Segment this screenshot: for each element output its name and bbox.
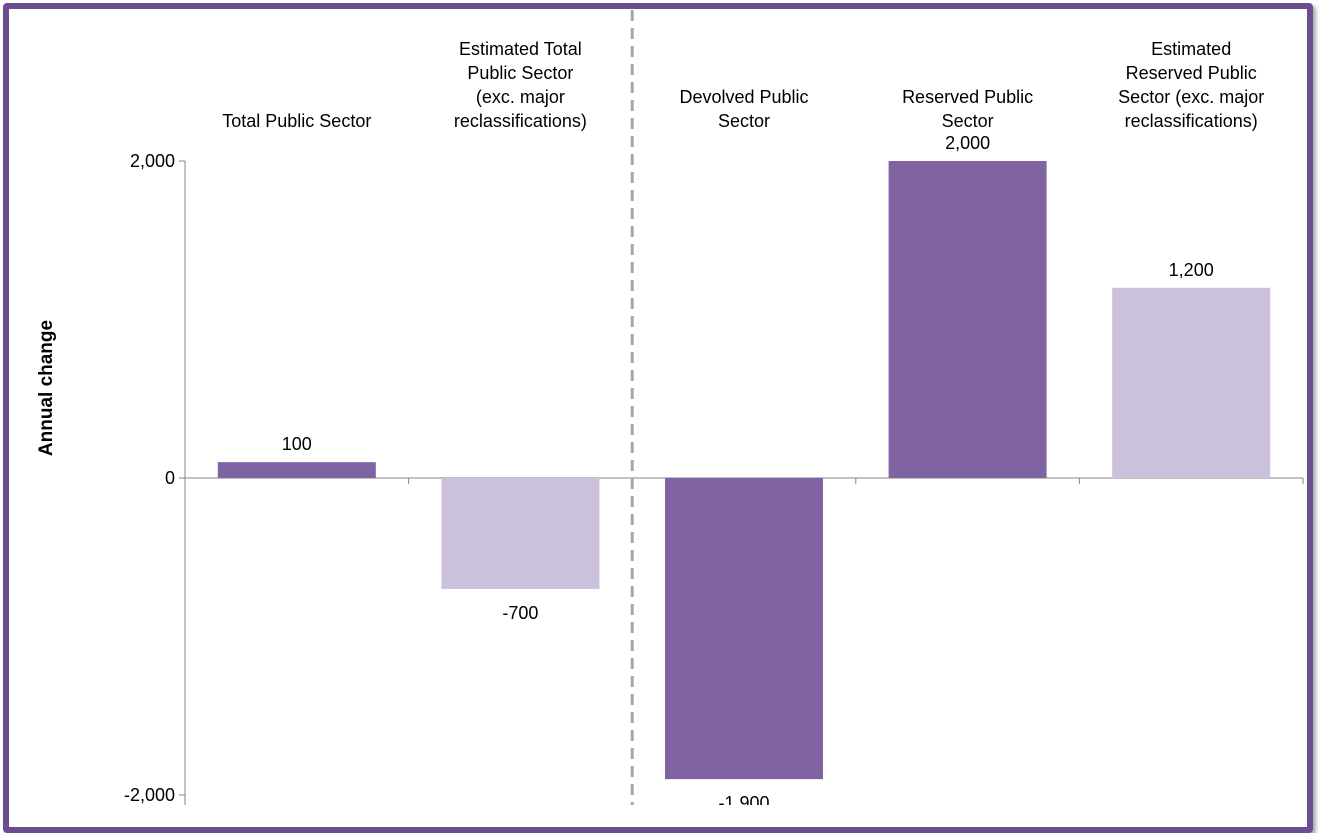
category-label: reclassifications) [1125,111,1258,131]
category-label: Total Public Sector [222,111,371,131]
y-axis-title: Annual change [36,320,57,456]
data-label: 2,000 [945,133,990,153]
bar [217,462,376,478]
bar [665,478,823,780]
bar [888,161,1047,478]
category-label: Sector [942,111,994,131]
data-label: -700 [502,603,538,623]
category-label: reclassifications) [454,111,587,131]
data-label: 1,200 [1169,260,1214,280]
category-label: Reserved Public [1126,63,1257,83]
category-label: Estimated [1151,39,1231,59]
category-label: Public Sector [467,63,573,83]
category-label: (exc. major [476,87,565,107]
bar [441,478,600,589]
y-tick-label: 0 [165,468,175,488]
data-label: -1,900 [718,793,769,805]
y-tick-label: 2,000 [130,151,175,171]
data-label: 100 [282,434,312,454]
bar-chart: Annual change 2,000 0 -2,000 100 Total Publi… [36,10,1304,805]
bar [1112,287,1271,478]
y-tick-label: -2,000 [124,785,175,805]
category-label: Sector [718,111,770,131]
category-label: Sector (exc. major [1118,87,1264,107]
category-label: Reserved Public [902,87,1033,107]
category-label: Estimated Total [459,39,582,59]
plot-area: 2,000 0 -2,000 100 Total Public Sector -700 Es… [124,10,1304,805]
chart-frame [3,3,1313,833]
category-label: Devolved Public [679,87,808,107]
